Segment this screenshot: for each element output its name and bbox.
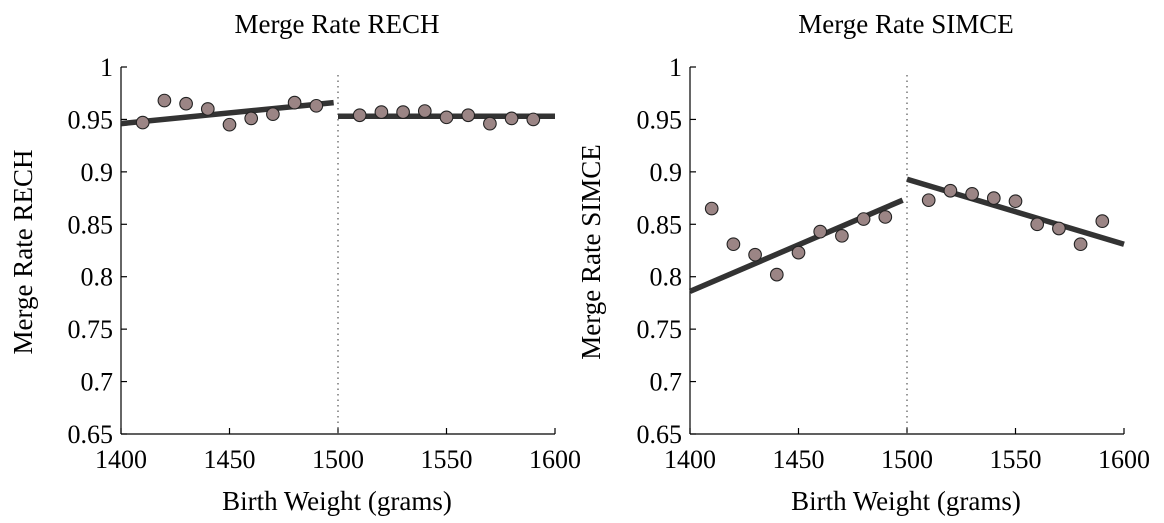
- x-tick-label: 1450: [204, 445, 256, 474]
- x-tick-label: 1550: [990, 445, 1042, 474]
- data-point: [374, 105, 389, 119]
- y-tick-label: 0.95: [68, 105, 114, 134]
- data-point: [1030, 217, 1045, 232]
- y-tick-label: 1: [669, 53, 682, 82]
- y-axis-label: Merge Rate RECH: [8, 150, 38, 355]
- data-point: [439, 110, 454, 125]
- data-point: [396, 105, 410, 119]
- y-tick-label: 0.65: [637, 420, 683, 449]
- x-tick-label: 1400: [664, 445, 716, 474]
- data-point: [222, 117, 237, 132]
- data-point: [461, 108, 476, 123]
- x-tick-label: 1550: [421, 445, 473, 474]
- data-point: [986, 191, 1001, 205]
- data-point: [748, 247, 762, 262]
- y-tick-label: 0.7: [81, 368, 114, 397]
- chart-panel-simce: Merge Rate SIMCE Birth Weight (grams) Me…: [576, 9, 1150, 516]
- x-axis-label: Birth Weight (grams): [222, 486, 452, 516]
- data-point: [704, 201, 719, 216]
- y-tick-label: 0.95: [637, 105, 683, 134]
- x-tick-label: 1600: [1098, 445, 1150, 474]
- chart-title: Merge Rate RECH: [235, 9, 440, 39]
- data-point: [179, 96, 193, 111]
- chart-title: Merge Rate SIMCE: [798, 9, 1013, 39]
- x-tick-label: 1600: [529, 445, 581, 474]
- data-point: [157, 93, 172, 108]
- data-point: [200, 102, 215, 116]
- y-tick-label: 0.65: [68, 420, 114, 449]
- fit-line: [688, 197, 904, 294]
- data-point: [856, 212, 871, 226]
- y-tick-label: 0.8: [650, 263, 683, 292]
- plot-area: 1400 1450 1500 1550 1600 0.65 0.7 0.75 0.8 0.85 0.…: [637, 53, 1151, 474]
- y-tick-label: 0.75: [68, 315, 114, 344]
- data-point: [266, 107, 280, 122]
- data-point: [878, 210, 893, 224]
- data-point: [769, 267, 784, 282]
- x-tick-label: 1400: [95, 445, 147, 474]
- data-point: [309, 98, 324, 113]
- data-point: [244, 111, 259, 126]
- data-point: [287, 95, 302, 110]
- data-point: [726, 237, 741, 252]
- y-tick-label: 0.8: [81, 263, 114, 292]
- y-tick-label: 0.9: [81, 158, 114, 187]
- data-point: [504, 111, 519, 126]
- y-tick-label: 0.9: [650, 158, 683, 187]
- data-point: [921, 193, 936, 208]
- data-point: [943, 183, 958, 198]
- data-point: [1052, 221, 1066, 236]
- x-axis-label: Birth Weight (grams): [791, 486, 1021, 516]
- y-tick-label: 0.7: [650, 368, 683, 397]
- y-tick-label: 0.85: [68, 210, 114, 239]
- y-tick-label: 1: [100, 53, 113, 82]
- plot-area: 1400 1450 1500 1550 1600 0.65 0.7 0.75 0.8 0.85 0.…: [68, 53, 582, 474]
- y-tick-label: 0.75: [637, 315, 683, 344]
- fit-line: [906, 176, 1125, 247]
- data-point: [526, 112, 541, 127]
- data-point: [835, 228, 849, 243]
- y-tick-label: 0.85: [637, 210, 683, 239]
- x-tick-label: 1450: [773, 445, 825, 474]
- data-point: [417, 104, 432, 118]
- x-tick-label: 1500: [881, 445, 933, 474]
- y-axis-label: Merge Rate SIMCE: [576, 144, 606, 359]
- data-point: [1073, 237, 1088, 252]
- data-point: [352, 108, 367, 123]
- data-point: [1008, 194, 1023, 209]
- data-point: [483, 116, 497, 131]
- data-point: [791, 245, 806, 260]
- data-point: [813, 224, 828, 239]
- data-point: [135, 115, 150, 130]
- data-point: [965, 187, 979, 201]
- data-point: [1095, 214, 1110, 228]
- x-tick-label: 1500: [312, 445, 364, 474]
- chart-panel-rech: Merge Rate RECH Birth Weight (grams) Mer…: [8, 9, 581, 516]
